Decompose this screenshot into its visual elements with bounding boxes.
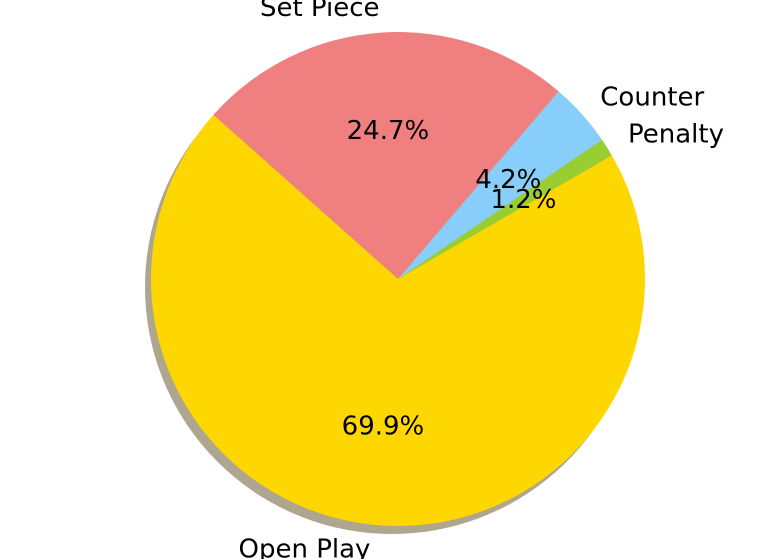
pie-slices — [150, 31, 645, 526]
category-label-set-piece: Set Piece — [260, 0, 380, 23]
pie-labels: 1.2% Penalty 4.2% Counter 24.7% Set Piece 69.9… — [239, 0, 724, 559]
pct-label-penalty: 1.2% — [490, 185, 556, 215]
pct-label-set-piece: 24.7% — [347, 116, 430, 146]
pct-label-counter: 4.2% — [475, 165, 541, 195]
category-label-open-play: Open Play — [239, 534, 371, 559]
pct-label-open-play: 69.9% — [342, 411, 425, 441]
category-label-penalty: Penalty — [628, 119, 724, 149]
slice-set-piece — [213, 31, 559, 279]
slice-penalty — [398, 139, 612, 279]
slice-open-play — [150, 114, 645, 526]
category-label-counter: Counter — [600, 83, 704, 113]
slice-counter — [398, 91, 602, 280]
